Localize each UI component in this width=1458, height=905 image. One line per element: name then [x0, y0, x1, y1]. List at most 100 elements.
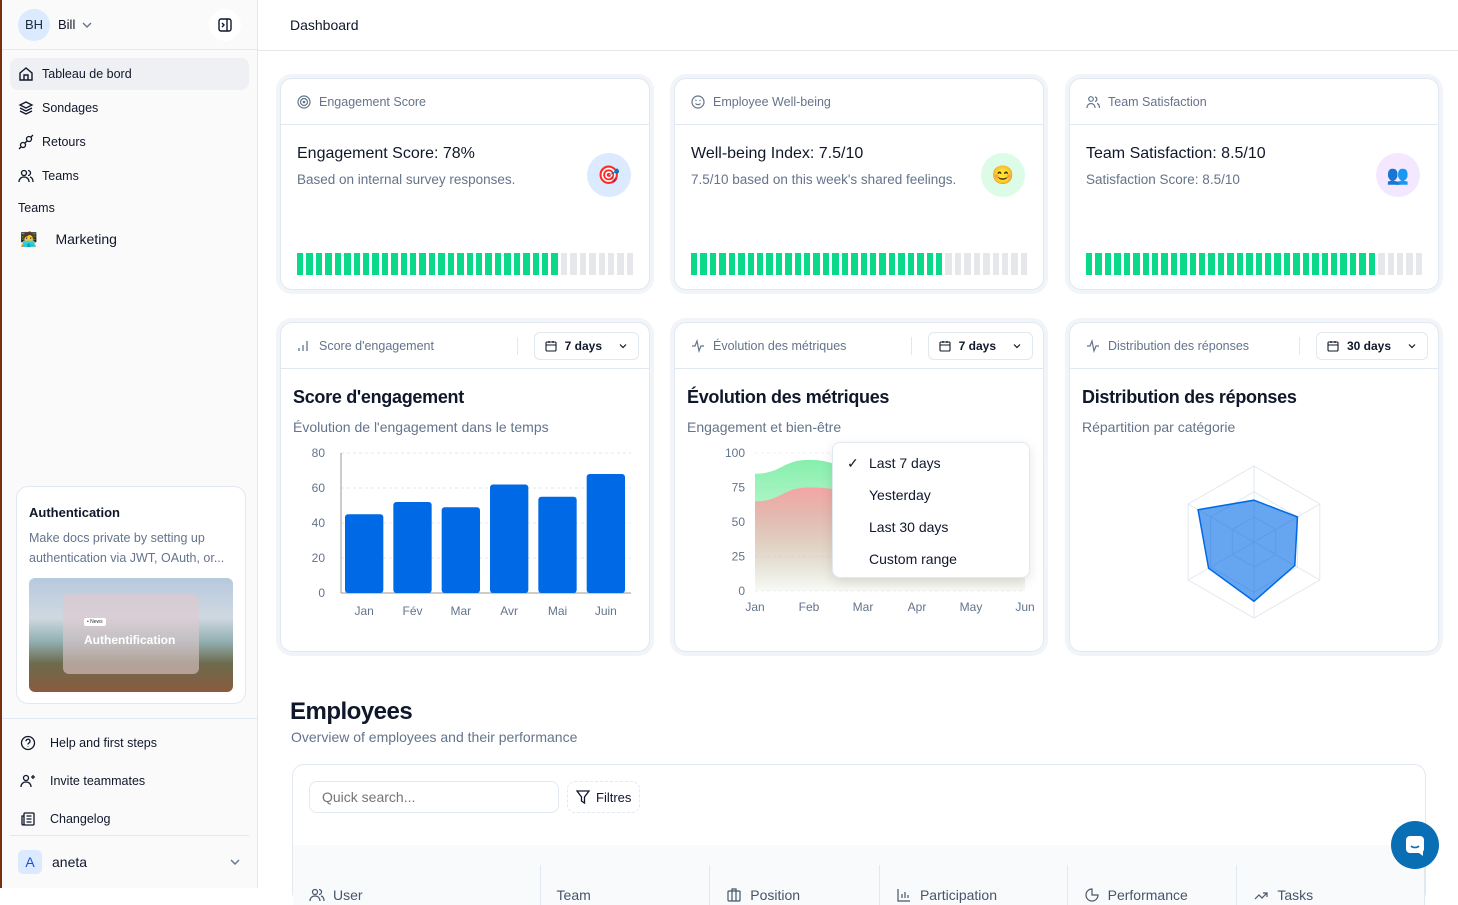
date-range-select[interactable]: 7 days [533, 331, 639, 360]
date-range-select[interactable]: 7 days [927, 331, 1033, 360]
column-header-participation[interactable]: Participation [880, 865, 1068, 905]
column-header-tasks[interactable]: Tasks [1237, 865, 1425, 905]
calendar-icon [545, 340, 557, 352]
progress-segment [541, 253, 549, 275]
progress-segment [1349, 253, 1357, 275]
team-item-marketing[interactable]: 🧑‍💻 Marketing [10, 222, 249, 256]
progress-segment [513, 253, 521, 275]
x-tick-label: Apr [908, 600, 927, 614]
chart-svg [1187, 465, 1321, 619]
y-tick-label: 0 [318, 586, 325, 600]
kpi-emoji-icon: 👥 [1376, 153, 1420, 197]
sidebar-item-retours[interactable]: Retours [10, 126, 249, 158]
date-range-select[interactable]: 30 days [1315, 331, 1428, 360]
sidebar-item-teams[interactable]: Teams [10, 160, 249, 192]
y-tick-label: 60 [312, 481, 326, 495]
quick-search-input[interactable] [309, 781, 559, 813]
sidebar-header: BH Bill [2, 0, 257, 50]
kpi-card-header: Employee Well-being [713, 94, 831, 109]
progress-segment [719, 253, 726, 275]
chevron-down-icon [82, 22, 92, 28]
progress-segment [1189, 253, 1197, 275]
progress-segment [598, 253, 605, 275]
progress-segment [297, 253, 304, 275]
kpi-card: Team Satisfaction Team Satisfaction: 8.5… [1069, 78, 1439, 290]
kpi-card-header: Team Satisfaction [1108, 94, 1207, 109]
y-tick-label: 40 [312, 516, 326, 530]
newspaper-icon [21, 812, 35, 826]
column-label: Position [750, 887, 801, 903]
avatar[interactable]: BH [18, 8, 50, 41]
progress-segment [785, 253, 792, 275]
sidebar-item-tableau-de-bord[interactable]: Tableau de bord [10, 58, 249, 90]
bar [490, 484, 529, 593]
progress-segment [1142, 253, 1149, 275]
progress-segment [888, 253, 896, 275]
y-tick-label: 20 [312, 551, 326, 565]
progress-segment [728, 253, 736, 275]
users-icon [1086, 95, 1100, 108]
progress-segment [372, 253, 379, 275]
progress-segment [1217, 253, 1225, 275]
progress-segment [1011, 253, 1018, 275]
y-tick-label: 100 [725, 446, 745, 460]
changelog-link[interactable]: Changelog [10, 801, 249, 837]
column-header-team[interactable]: Team [541, 865, 711, 905]
menu-item-last-7-days[interactable]: ✓ Last 7 days [833, 447, 1029, 479]
progress-segment [964, 253, 971, 275]
chart-title: Score d'engagement [293, 387, 464, 407]
menu-item-last-30-days[interactable]: Last 30 days [833, 511, 1029, 543]
progress-segment [523, 253, 530, 275]
chart-card-header: Évolution des métriques [713, 338, 847, 353]
page-header: Dashboard [258, 0, 1458, 51]
chart-card: Score d'engagement 7 days Score d'engage… [280, 322, 650, 652]
progress-segment [306, 253, 313, 275]
progress-segment [551, 253, 558, 275]
chat-launcher-button[interactable] [1391, 821, 1439, 869]
y-tick-label: 80 [312, 446, 326, 460]
progress-segment [1274, 253, 1281, 275]
promo-image-title: Authentification [84, 633, 176, 647]
sidebar-item-sondages[interactable]: Sondages [10, 92, 249, 124]
menu-item-label: Yesterday [869, 487, 931, 503]
progress-segment [1255, 253, 1263, 275]
changelog-label: Changelog [50, 812, 111, 826]
progress-segment [589, 253, 596, 275]
bar [345, 514, 384, 593]
range-value: 7 days [958, 338, 996, 353]
column-header-position[interactable]: Position [710, 865, 880, 905]
filters-button[interactable]: Filtres [567, 781, 641, 813]
column-label: User [333, 887, 363, 903]
progress-segment [1283, 253, 1291, 275]
progress-segment [813, 253, 820, 275]
column-label: Participation [919, 887, 997, 903]
progress-segment [1086, 253, 1093, 275]
invite-link[interactable]: Invite teammates [10, 763, 249, 799]
progress-segment [1227, 253, 1234, 275]
progress-segment [560, 253, 568, 275]
column-header-performance[interactable]: Performance [1068, 865, 1238, 905]
progress-segment [1161, 253, 1168, 275]
user-menu[interactable]: Bill [58, 17, 93, 32]
y-tick-label: 50 [732, 515, 746, 529]
progress-segment [466, 253, 474, 275]
progress-segment [419, 253, 426, 275]
progress-segment [1095, 253, 1102, 275]
x-tick-label: Avr [500, 604, 518, 618]
activity-icon [1087, 338, 1099, 353]
promo-card[interactable]: Authentication Make docs private by sett… [16, 486, 246, 704]
chart-card-header: Score d'engagement [319, 338, 434, 353]
menu-item-custom-range[interactable]: Custom range [833, 543, 1029, 575]
help-link[interactable]: Help and first steps [10, 725, 249, 761]
x-tick-label: Mar [450, 604, 471, 618]
sidebar-item-label: Teams [42, 169, 79, 183]
menu-item-yesterday[interactable]: Yesterday [833, 479, 1029, 511]
collapse-sidebar-button[interactable] [209, 8, 241, 41]
x-tick-label: Feb [799, 600, 820, 614]
chart-card: Distribution des réponses 30 days Distri… [1069, 322, 1439, 652]
progress-segment [775, 253, 783, 275]
chevron-down-icon [1408, 343, 1416, 348]
column-header-user[interactable]: User [293, 865, 541, 905]
progress-segment [926, 253, 933, 275]
